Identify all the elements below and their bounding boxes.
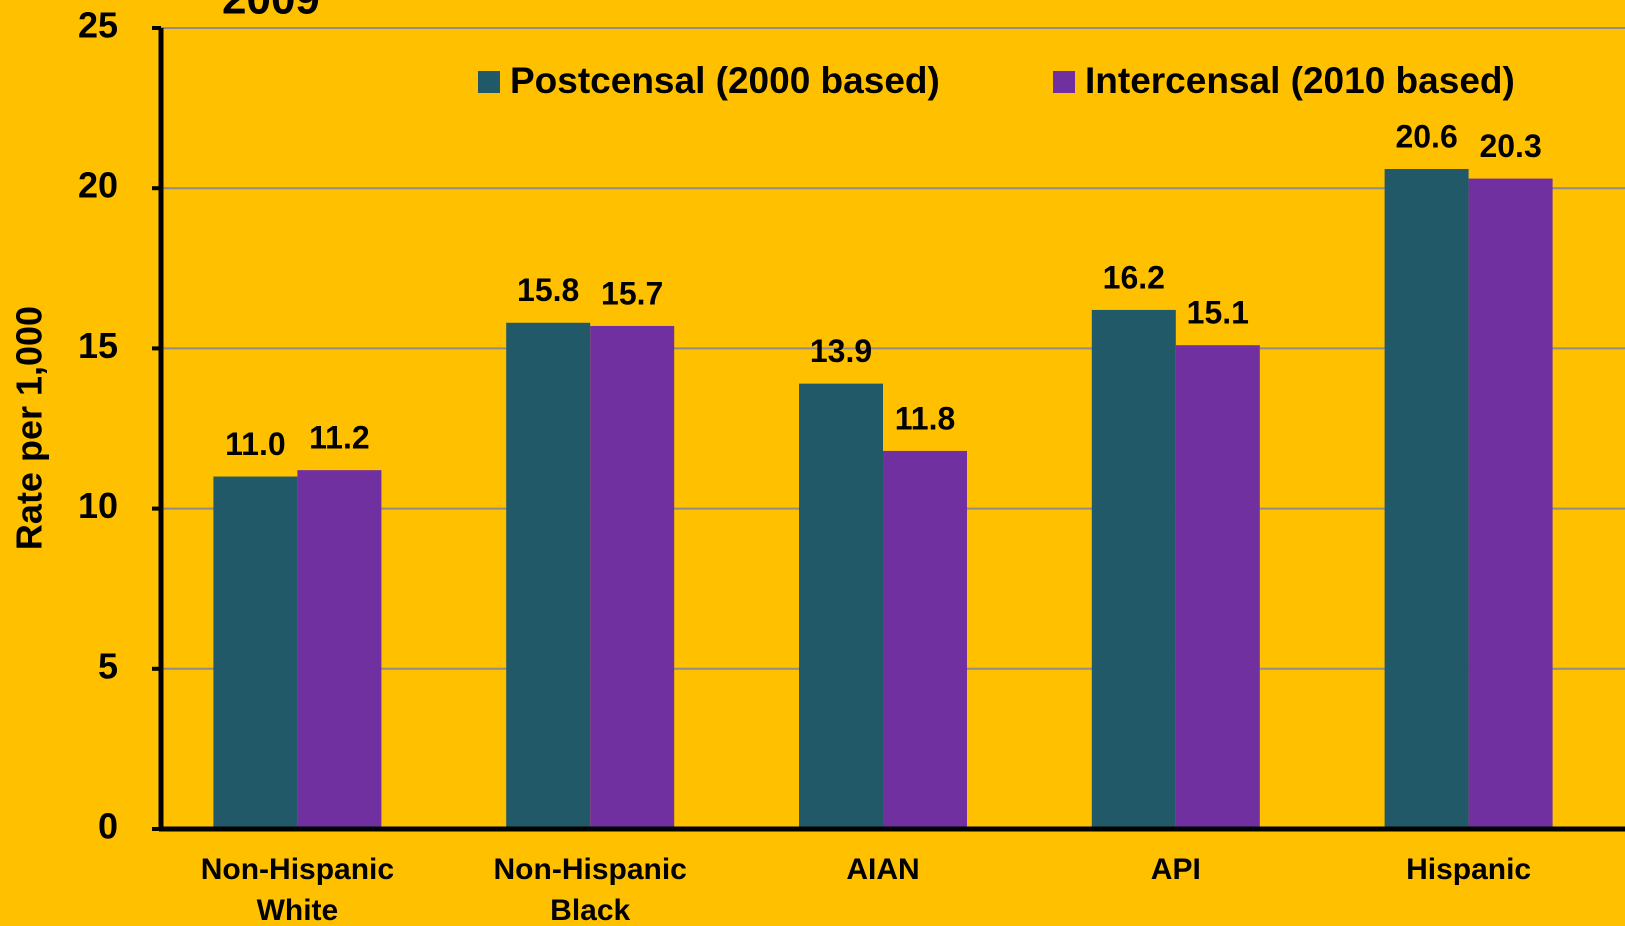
x-tick-label: Black (550, 894, 630, 926)
bar (1175, 345, 1260, 829)
x-tick-label: Non-Hispanic (494, 853, 687, 886)
legend-swatch (1053, 71, 1075, 93)
value-label: 11.0 (225, 426, 286, 462)
y-tick-label: 0 (98, 806, 118, 847)
legend-swatch (478, 71, 500, 93)
x-tick-label: Non-Hispanic (201, 853, 394, 886)
value-label: 11.8 (895, 400, 956, 436)
value-label: 15.1 (1187, 295, 1249, 331)
bar (590, 325, 675, 829)
x-tick-label: API (1151, 853, 1201, 886)
value-label: 15.8 (517, 272, 579, 308)
x-tick-label: AIAN (846, 853, 919, 886)
y-tick-label: 10 (78, 485, 118, 526)
value-label: 20.3 (1479, 128, 1541, 164)
bar (213, 476, 298, 829)
value-label: 16.2 (1103, 259, 1165, 295)
x-tick-label: Hispanic (1406, 853, 1531, 886)
legend-label: Postcensal (2000 based) (510, 60, 940, 101)
chart-title: 2009 (222, 0, 320, 24)
y-tick-label: 20 (78, 165, 118, 206)
y-tick-label: 15 (78, 325, 118, 366)
y-tick-label: 25 (78, 5, 118, 46)
bar (1468, 178, 1553, 829)
value-label: 11.2 (309, 420, 370, 456)
legend-label: Intercensal (2010 based) (1085, 60, 1515, 101)
x-tick-label: White (257, 894, 339, 926)
y-axis-title: Rate per 1,000 (9, 306, 50, 550)
y-tick-label: 5 (98, 645, 118, 686)
value-label: 20.6 (1395, 118, 1457, 154)
bar (297, 470, 382, 829)
bar (883, 450, 967, 829)
bar (1091, 309, 1176, 829)
bar (506, 322, 591, 829)
value-label: 13.9 (810, 333, 872, 369)
bar (799, 383, 883, 829)
bar (1384, 168, 1469, 829)
value-label: 15.7 (601, 275, 663, 311)
